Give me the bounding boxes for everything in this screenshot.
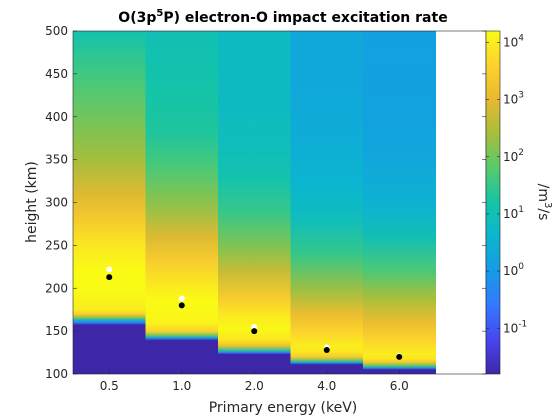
marker-black-0.5 — [106, 274, 112, 280]
y-tick-label-400: 400 — [45, 110, 68, 124]
colorbar-tick-label-0: 100 — [503, 262, 524, 278]
marker-black-4.0 — [324, 347, 330, 353]
x-axis-label: Primary energy (keV) — [209, 400, 358, 416]
colorbar — [486, 31, 500, 374]
y-tick-label-450: 450 — [45, 67, 68, 81]
marker-white-0.5 — [106, 266, 112, 272]
heatmap-column-0.5 — [73, 31, 146, 374]
x-tick-label-4.0: 4.0 — [317, 379, 336, 393]
x-tick-label-6.0: 6.0 — [390, 379, 409, 393]
y-tick-label-350: 350 — [45, 153, 68, 167]
colorbar-tick-label-4: 104 — [503, 33, 524, 49]
chart-title: O(3p5P) electron-O impact excitation rat… — [118, 8, 447, 26]
y-tick-label-150: 150 — [45, 324, 68, 338]
x-tick-label-2.0: 2.0 — [245, 379, 264, 393]
y-axis-label: height (km) — [24, 161, 40, 243]
x-tick-label-1.0: 1.0 — [172, 379, 191, 393]
heatmap-column-6.0 — [363, 31, 436, 374]
heatmap-column-1.0 — [146, 31, 219, 374]
x-tick-label-0.5: 0.5 — [100, 379, 119, 393]
colorbar-tick-label--1: 10-1 — [503, 319, 527, 335]
plot-area — [73, 31, 436, 374]
marker-white-1.0 — [179, 296, 185, 302]
y-tick-label-100: 100 — [45, 367, 68, 381]
y-tick-label-200: 200 — [45, 281, 68, 295]
colorbar-tick-label-3: 103 — [503, 91, 524, 107]
colorbar-tick-label-1: 101 — [503, 205, 524, 221]
heatmap-column-2.0 — [218, 31, 291, 374]
y-tick-label-500: 500 — [45, 24, 68, 38]
heatmap-column-4.0 — [291, 31, 364, 374]
marker-black-1.0 — [179, 302, 185, 308]
colorbar-tick-label-2: 102 — [503, 148, 524, 164]
colorbar-label: /m3/s — [535, 184, 553, 221]
marker-black-6.0 — [396, 354, 402, 360]
y-tick-label-300: 300 — [45, 196, 68, 210]
marker-black-2.0 — [251, 328, 257, 334]
chart-title-superscript: 5 — [156, 8, 163, 19]
y-tick-label-250: 250 — [45, 238, 68, 252]
